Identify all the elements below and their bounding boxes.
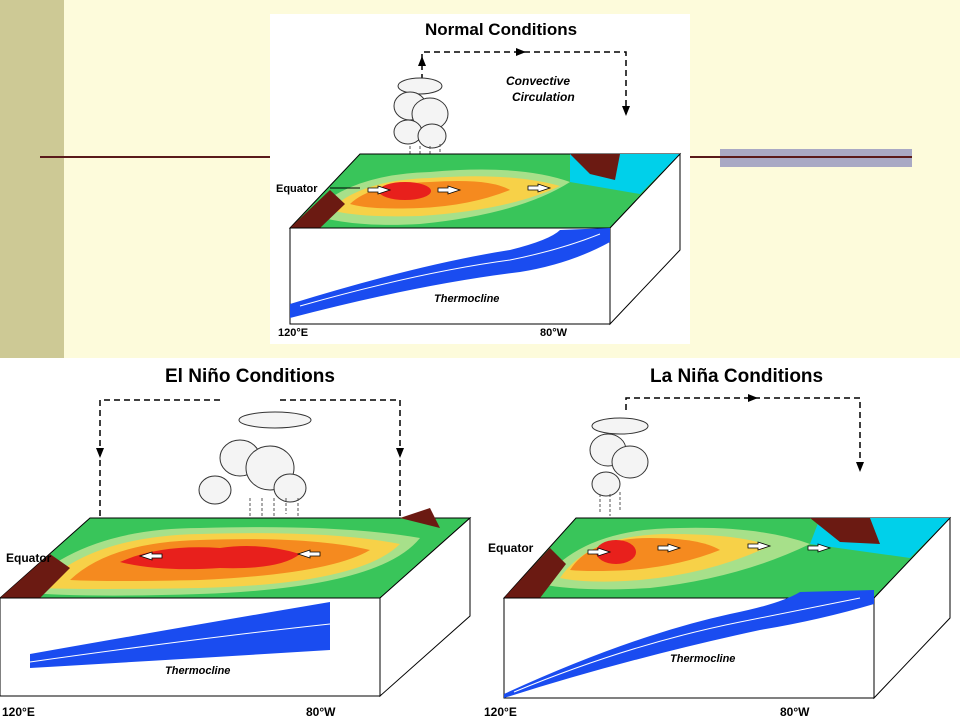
equator-label: Equator bbox=[6, 551, 52, 565]
slide-rule-left bbox=[40, 156, 272, 158]
thermocline-water bbox=[290, 228, 610, 318]
circulation-arrow-east bbox=[748, 394, 758, 402]
circulation-arrow-east-down bbox=[396, 448, 404, 458]
east-longitude-label: 80°W bbox=[780, 705, 810, 719]
rain-streaks bbox=[249, 498, 299, 518]
circulation-arrow-west-down bbox=[96, 448, 104, 458]
land-east-north bbox=[400, 508, 440, 528]
warm-core bbox=[379, 182, 431, 200]
convective-cloud bbox=[589, 417, 649, 497]
thermocline-water bbox=[504, 590, 874, 698]
circulation-label: Circulation bbox=[512, 90, 575, 104]
el-nino-conditions-panel: El Niño Conditions Equator bbox=[0, 358, 480, 720]
warm-core bbox=[120, 546, 300, 570]
west-longitude-label: 120°E bbox=[2, 705, 35, 719]
west-longitude-label: 120°E bbox=[278, 327, 308, 339]
west-longitude-label: 120°E bbox=[484, 705, 517, 719]
thermocline-label: Thermocline bbox=[670, 653, 735, 665]
el-nino-title: El Niño Conditions bbox=[165, 366, 335, 387]
slide-rule-right bbox=[688, 156, 912, 158]
thermocline-line bbox=[513, 597, 861, 693]
convective-label: Convective bbox=[506, 74, 570, 88]
east-longitude-label: 80°W bbox=[306, 705, 336, 719]
box-side-face bbox=[609, 152, 681, 326]
box-side-face bbox=[379, 516, 471, 698]
slide-rule-accent bbox=[720, 149, 912, 167]
circulation-arrow-down bbox=[622, 106, 630, 116]
rain-streaks bbox=[599, 492, 621, 516]
normal-conditions-panel: Normal Conditions Convective Circulation bbox=[270, 14, 690, 344]
circulation-arrow-up bbox=[418, 56, 426, 66]
land-west bbox=[290, 190, 345, 228]
trade-wind-arrows bbox=[367, 183, 552, 195]
la-nina-title: La Niña Conditions bbox=[650, 366, 823, 387]
convective-cloud bbox=[393, 77, 449, 149]
east-longitude-label: 80°W bbox=[540, 327, 568, 339]
land-west bbox=[504, 548, 566, 598]
normal-title: Normal Conditions bbox=[425, 20, 577, 39]
thermocline-line bbox=[299, 233, 601, 307]
el-nino-conditions-diagram: El Niño Conditions Equator bbox=[0, 366, 472, 719]
circulation-arrow-east bbox=[516, 48, 526, 56]
circulation-arrow-down bbox=[856, 462, 864, 472]
thermocline-label: Thermocline bbox=[165, 665, 230, 677]
land-east bbox=[570, 154, 620, 180]
convective-cloud bbox=[198, 411, 312, 505]
thermocline-line bbox=[29, 623, 331, 663]
la-nina-conditions-panel: La Niña Conditions Equator bbox=[480, 358, 960, 720]
land-east bbox=[810, 518, 880, 544]
la-nina-conditions-diagram: La Niña Conditions Equator bbox=[484, 366, 952, 719]
land-west bbox=[0, 554, 70, 598]
box-side-face bbox=[873, 516, 951, 700]
normal-conditions-diagram: Normal Conditions Convective Circulation bbox=[276, 20, 682, 339]
thermocline-label: Thermocline bbox=[434, 293, 499, 305]
slide-side-bar bbox=[0, 0, 64, 358]
equator-label: Equator bbox=[488, 541, 534, 555]
equator-label: Equator bbox=[276, 183, 318, 195]
strong-circulation-loop bbox=[625, 397, 861, 468]
warm-core bbox=[596, 540, 636, 564]
strong-trade-wind-arrows bbox=[587, 541, 832, 557]
split-circulation-loop bbox=[99, 399, 401, 529]
westerly-wind-arrows bbox=[138, 549, 321, 561]
